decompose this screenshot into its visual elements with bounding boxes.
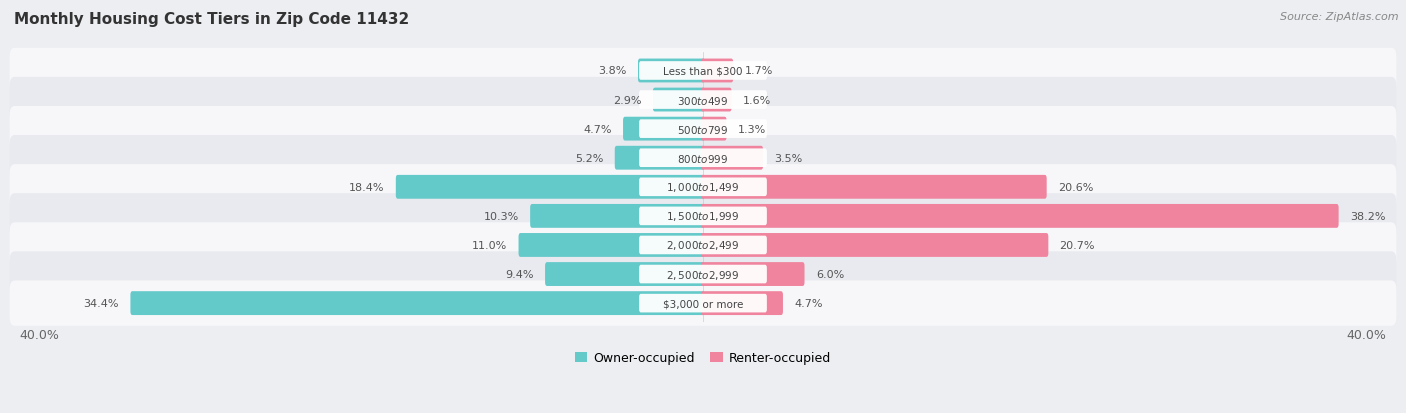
FancyBboxPatch shape — [640, 207, 766, 225]
FancyBboxPatch shape — [519, 233, 704, 257]
FancyBboxPatch shape — [702, 204, 1339, 228]
FancyBboxPatch shape — [702, 263, 804, 286]
Text: Source: ZipAtlas.com: Source: ZipAtlas.com — [1281, 12, 1399, 22]
FancyBboxPatch shape — [640, 178, 766, 197]
Text: 3.8%: 3.8% — [599, 66, 627, 76]
Text: 10.3%: 10.3% — [484, 211, 519, 221]
FancyBboxPatch shape — [640, 265, 766, 284]
Text: 1.7%: 1.7% — [744, 66, 773, 76]
FancyBboxPatch shape — [10, 78, 1396, 123]
Text: $500 to $799: $500 to $799 — [678, 123, 728, 135]
Text: 18.4%: 18.4% — [349, 183, 384, 192]
Text: $1,500 to $1,999: $1,500 to $1,999 — [666, 210, 740, 223]
Text: $800 to $999: $800 to $999 — [678, 152, 728, 164]
FancyBboxPatch shape — [640, 120, 766, 139]
Text: $300 to $499: $300 to $499 — [678, 94, 728, 106]
Text: 9.4%: 9.4% — [505, 269, 534, 279]
Text: 34.4%: 34.4% — [83, 299, 120, 309]
Text: 3.5%: 3.5% — [775, 153, 803, 163]
Text: Less than $300: Less than $300 — [664, 66, 742, 76]
FancyBboxPatch shape — [640, 294, 766, 313]
Text: 1.3%: 1.3% — [738, 124, 766, 134]
FancyBboxPatch shape — [702, 176, 1046, 199]
FancyBboxPatch shape — [702, 88, 731, 112]
Text: 1.6%: 1.6% — [742, 95, 770, 105]
Legend: Owner-occupied, Renter-occupied: Owner-occupied, Renter-occupied — [575, 351, 831, 365]
FancyBboxPatch shape — [614, 147, 704, 170]
FancyBboxPatch shape — [652, 88, 704, 112]
Text: 38.2%: 38.2% — [1350, 211, 1385, 221]
Text: $2,500 to $2,999: $2,500 to $2,999 — [666, 268, 740, 281]
Text: 20.6%: 20.6% — [1057, 183, 1094, 192]
Text: 2.9%: 2.9% — [613, 95, 641, 105]
Text: 4.7%: 4.7% — [794, 299, 823, 309]
FancyBboxPatch shape — [702, 147, 763, 170]
FancyBboxPatch shape — [10, 194, 1396, 239]
Text: $1,000 to $1,499: $1,000 to $1,499 — [666, 181, 740, 194]
Text: 20.7%: 20.7% — [1060, 240, 1095, 250]
Text: $2,000 to $2,499: $2,000 to $2,499 — [666, 239, 740, 252]
FancyBboxPatch shape — [10, 136, 1396, 181]
FancyBboxPatch shape — [702, 292, 783, 315]
FancyBboxPatch shape — [10, 252, 1396, 297]
FancyBboxPatch shape — [10, 223, 1396, 268]
Text: 11.0%: 11.0% — [472, 240, 508, 250]
FancyBboxPatch shape — [10, 281, 1396, 326]
FancyBboxPatch shape — [131, 292, 704, 315]
FancyBboxPatch shape — [638, 59, 704, 83]
FancyBboxPatch shape — [702, 117, 727, 141]
Text: Monthly Housing Cost Tiers in Zip Code 11432: Monthly Housing Cost Tiers in Zip Code 1… — [14, 12, 409, 27]
FancyBboxPatch shape — [10, 49, 1396, 94]
Text: 5.2%: 5.2% — [575, 153, 603, 163]
FancyBboxPatch shape — [623, 117, 704, 141]
Text: 6.0%: 6.0% — [815, 269, 844, 279]
FancyBboxPatch shape — [530, 204, 704, 228]
FancyBboxPatch shape — [702, 233, 1049, 257]
FancyBboxPatch shape — [640, 91, 766, 109]
FancyBboxPatch shape — [640, 62, 766, 81]
FancyBboxPatch shape — [640, 149, 766, 168]
Text: 4.7%: 4.7% — [583, 124, 612, 134]
FancyBboxPatch shape — [640, 236, 766, 255]
FancyBboxPatch shape — [396, 176, 704, 199]
Text: $3,000 or more: $3,000 or more — [662, 299, 744, 309]
FancyBboxPatch shape — [10, 165, 1396, 210]
FancyBboxPatch shape — [546, 263, 704, 286]
FancyBboxPatch shape — [10, 107, 1396, 152]
FancyBboxPatch shape — [702, 59, 733, 83]
